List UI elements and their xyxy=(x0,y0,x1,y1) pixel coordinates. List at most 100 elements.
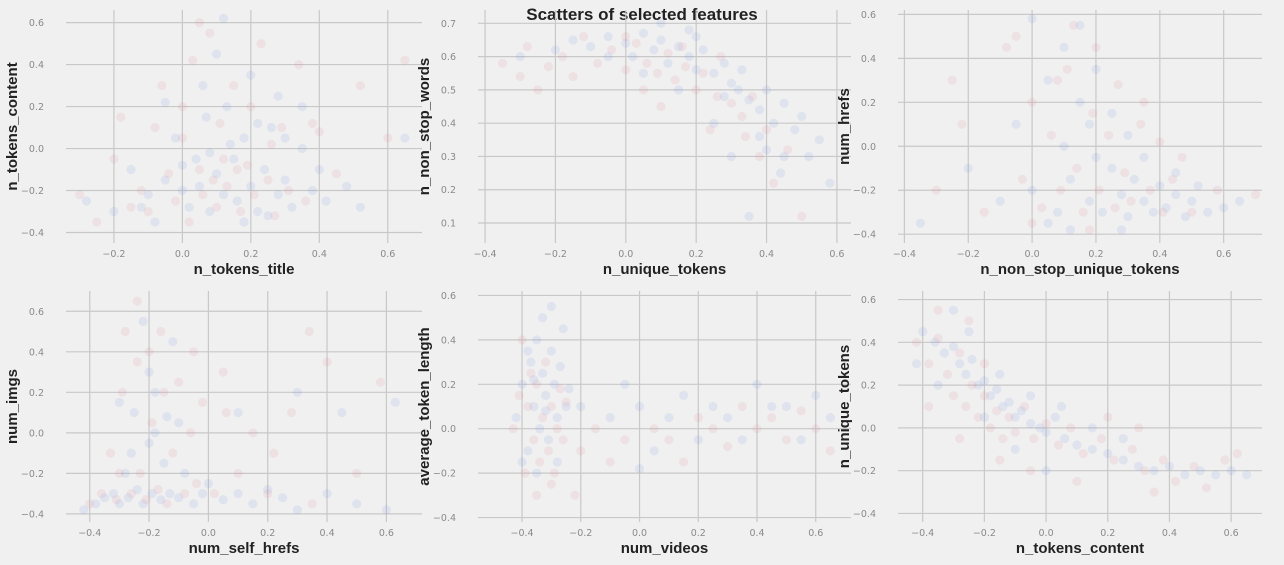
p5-point-0-4 xyxy=(529,401,539,412)
p1-point-1-13 xyxy=(205,28,215,38)
p4-point-0-9 xyxy=(138,499,148,509)
p6-point-1-17 xyxy=(1041,419,1051,429)
p4-point-1-4 xyxy=(117,387,127,397)
p3-point-1-10 xyxy=(1072,163,1082,173)
p5-point-0-2 xyxy=(523,446,533,456)
p2-point-0-22 xyxy=(769,118,779,128)
p2-point-1-17 xyxy=(726,98,737,108)
p4-point-1-11 xyxy=(159,387,169,397)
p1-point-0-47 xyxy=(273,91,283,101)
p4-point-0-14 xyxy=(159,458,169,468)
p2-point-1-27 xyxy=(705,125,715,135)
p1-point-0-16 xyxy=(229,154,239,164)
p6-series-0 xyxy=(911,305,1252,480)
p5-point-0-12 xyxy=(552,413,562,423)
p2-point-1-7 xyxy=(621,65,631,75)
p3-point-0-13 xyxy=(1107,163,1117,173)
p3-xtick-label-3: 0.2 xyxy=(1088,249,1103,260)
p3-point-1-26 xyxy=(1069,20,1079,30)
p5-point-0-22 xyxy=(634,401,645,412)
p2-point-1-19 xyxy=(747,91,758,102)
p2-ylabel: n_non_stop_words xyxy=(416,58,433,196)
p6-point-1-16 xyxy=(1029,434,1039,444)
p6-point-0-21 xyxy=(1087,444,1097,454)
p5-point-0-42 xyxy=(634,464,645,474)
p4-point-0-23 xyxy=(233,489,243,499)
p2-point-0-32 xyxy=(674,85,684,95)
p4-point-0-4 xyxy=(114,499,124,509)
p3-point-1-1 xyxy=(957,119,967,129)
p6-point-1-27 xyxy=(1189,461,1199,471)
p5-point-1-8 xyxy=(541,357,551,367)
p6-ytick-label-1: −0.2 xyxy=(853,466,876,477)
p5-point-1-1 xyxy=(514,390,524,400)
p3-point-1-22 xyxy=(1187,207,1197,217)
p2-point-0-18 xyxy=(733,85,744,95)
p2-xtick-label-5: 0.6 xyxy=(829,249,844,260)
p4-point-1-22 xyxy=(248,428,258,438)
p3-point-0-39 xyxy=(1235,196,1245,206)
p2-point-0-37 xyxy=(691,31,701,42)
p1-point-1-20 xyxy=(249,190,259,200)
p1-point-1-15 xyxy=(215,118,225,128)
p1-ytick-label-4: 0.4 xyxy=(29,60,44,71)
p5-point-0-35 xyxy=(523,346,533,356)
p1-point-1-0 xyxy=(75,190,85,200)
p5-point-0-21 xyxy=(605,413,615,423)
p6-point-0-10 xyxy=(992,384,1002,394)
p1-point-1-27 xyxy=(301,196,311,206)
p4-point-1-32 xyxy=(144,347,154,357)
p5-point-0-31 xyxy=(620,379,630,389)
figure-title: Scatters of selected features xyxy=(526,5,758,24)
p3-point-0-5 xyxy=(1043,75,1053,85)
p6-ytick-label-0: −0.4 xyxy=(853,509,876,520)
p2-point-0-27 xyxy=(825,178,835,188)
p5-point-1-11 xyxy=(549,468,560,478)
p5-point-1-28 xyxy=(825,446,836,456)
p6-point-1-11 xyxy=(992,406,1002,416)
p6-point-1-4 xyxy=(948,391,959,401)
p1-ytick-label-0: −0.4 xyxy=(21,228,44,239)
p3-point-1-23 xyxy=(1212,185,1222,195)
p2-point-0-34 xyxy=(719,91,729,102)
p1-point-0-35 xyxy=(160,97,170,107)
p1-point-0-30 xyxy=(355,202,365,212)
p1-point-0-17 xyxy=(232,196,242,206)
p1-point-0-6 xyxy=(170,133,181,143)
p4-xtick-label-0: −0.4 xyxy=(78,528,101,539)
p3-point-0-15 xyxy=(1123,212,1133,222)
p6-point-0-0 xyxy=(918,327,928,337)
p3-point-1-34 xyxy=(1085,225,1095,235)
p4-point-0-5 xyxy=(120,468,130,478)
p6-point-0-7 xyxy=(973,380,983,390)
p1-point-0-46 xyxy=(136,202,146,212)
p3-point-1-16 xyxy=(1120,168,1130,178)
p6-ytick-label-4: 0.4 xyxy=(861,338,876,349)
subplot-p2: −0.4 −0.2 0.0 0.2 0.4 0.6 0.1 0.2 0.3 0.4 0.5 0.6 0.… xyxy=(416,10,851,278)
p6-ytick-label-5: 0.6 xyxy=(861,295,876,306)
p2-point-1-2 xyxy=(543,62,554,72)
p4-xlabel: num_self_hrefs xyxy=(189,540,300,557)
p4-point-1-2 xyxy=(105,448,116,458)
p3-point-1-20 xyxy=(1158,207,1168,217)
p2-xlabel: n_unique_tokens xyxy=(603,261,726,278)
p1-point-0-13 xyxy=(212,169,222,179)
p3-point-0-30 xyxy=(1123,130,1133,140)
p4-ytick-label-0: −0.4 xyxy=(21,509,44,520)
p5-point-0-41 xyxy=(767,401,777,412)
p3-point-1-14 xyxy=(1104,130,1114,140)
p4-point-1-36 xyxy=(189,347,199,357)
p6-point-0-23 xyxy=(1118,455,1128,465)
p3-ytick-label-1: −0.2 xyxy=(853,186,876,197)
p2-point-0-7 xyxy=(638,28,649,38)
p6-point-1-13 xyxy=(1004,412,1014,422)
p5-point-0-10 xyxy=(546,346,557,356)
p1-point-1-38 xyxy=(126,202,136,212)
p5-point-1-6 xyxy=(535,457,545,467)
p6-point-1-3 xyxy=(942,369,953,379)
p3-point-0-18 xyxy=(1148,207,1158,217)
p2-point-1-14 xyxy=(691,85,701,95)
p6-point-1-0 xyxy=(911,337,922,347)
p6-point-0-19 xyxy=(1060,434,1070,444)
p5-point-1-12 xyxy=(552,424,562,434)
